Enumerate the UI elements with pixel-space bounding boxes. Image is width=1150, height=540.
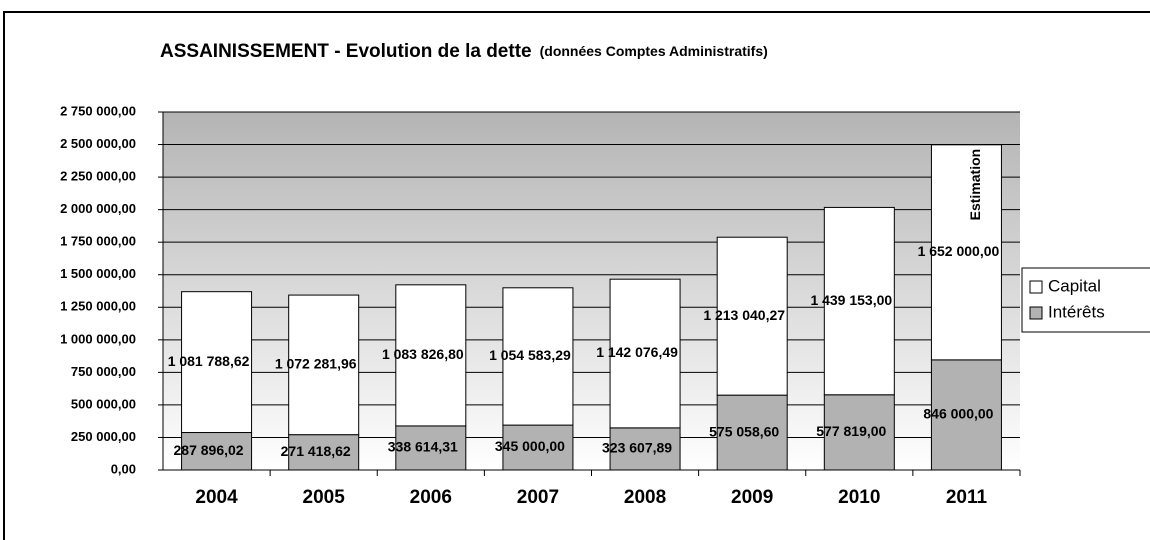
y-tick-label: 500 000,00	[71, 396, 136, 411]
value-label: 846 000,00	[923, 406, 993, 422]
chart-title: ASSAINISSEMENT - Evolution de la dette (d…	[160, 41, 768, 62]
y-tick-label: 2 000 000,00	[60, 201, 136, 216]
bar-segment	[288, 294, 360, 436]
x-tick-label: 2006	[410, 487, 452, 508]
x-tick-label: 2011	[946, 487, 988, 508]
legend-label: Capital	[1048, 276, 1101, 295]
value-label: 1 142 076,49	[596, 344, 678, 360]
value-label: 1 439 153,00	[810, 292, 892, 308]
y-tick-label: 2 250 000,00	[60, 169, 136, 184]
y-tick-label: 0,00	[111, 461, 136, 476]
annotation: Estimation	[967, 149, 983, 221]
y-tick-label: 1 000 000,00	[60, 331, 136, 346]
x-tick-label: 2008	[624, 487, 666, 508]
x-tick-label: 2004	[195, 487, 238, 508]
y-tick-label: 1 750 000,00	[60, 234, 136, 249]
y-tick-label: 1 500 000,00	[60, 266, 136, 281]
x-tick-label: 2010	[838, 487, 880, 508]
bar-segment	[502, 424, 574, 471]
y-tick-label: 2 500 000,00	[60, 136, 136, 151]
legend-swatch	[1029, 280, 1043, 294]
x-tick-label: 2007	[517, 487, 559, 508]
bar-segment	[395, 284, 467, 427]
value-label: 1 072 281,96	[275, 356, 357, 372]
y-tick-label: 250 000,00	[71, 429, 136, 444]
value-label: 1 652 000,00	[918, 243, 1000, 259]
legend-label: Intérêts	[1048, 302, 1105, 321]
bar-segment	[609, 427, 681, 471]
bar-segment	[609, 278, 681, 429]
value-label: 577 819,00	[816, 423, 886, 439]
value-label: 1 054 583,29	[489, 347, 571, 363]
value-label: 323 607,89	[602, 440, 672, 456]
bar-segment	[716, 394, 788, 471]
legend-box	[1021, 267, 1150, 333]
value-label: 338 614,31	[388, 439, 458, 455]
bar-segment	[823, 206, 895, 396]
value-label: 1 213 040,27	[703, 307, 785, 323]
bar-segment	[181, 291, 253, 434]
bar-segment	[930, 144, 1002, 361]
bar-segment	[930, 359, 1002, 471]
y-tick-label: 750 000,00	[71, 364, 136, 379]
subtitle: (données Comptes Administratifs)	[540, 43, 768, 59]
value-label: 1 081 788,62	[168, 353, 250, 369]
bar-segment	[502, 287, 574, 426]
title: ASSAINISSEMENT - Evolution de la dette	[160, 41, 532, 62]
bar-segment	[395, 425, 467, 471]
y-tick-label: 1 250 000,00	[60, 299, 136, 314]
value-label: 345 000,00	[495, 438, 565, 454]
value-label: 271 418,62	[281, 443, 351, 459]
bar-segment	[716, 236, 788, 396]
legend-swatch	[1029, 306, 1043, 320]
value-label: 1 083 826,80	[382, 346, 464, 362]
value-label: 575 058,60	[709, 423, 779, 439]
bar-segment	[823, 394, 895, 471]
x-tick-label: 2009	[731, 487, 773, 508]
value-label: 287 896,02	[174, 442, 244, 458]
x-tick-label: 2005	[303, 487, 346, 508]
bar-segment	[181, 432, 253, 471]
bar-segment	[288, 434, 360, 471]
y-tick-label: 2 750 000,00	[60, 103, 136, 118]
